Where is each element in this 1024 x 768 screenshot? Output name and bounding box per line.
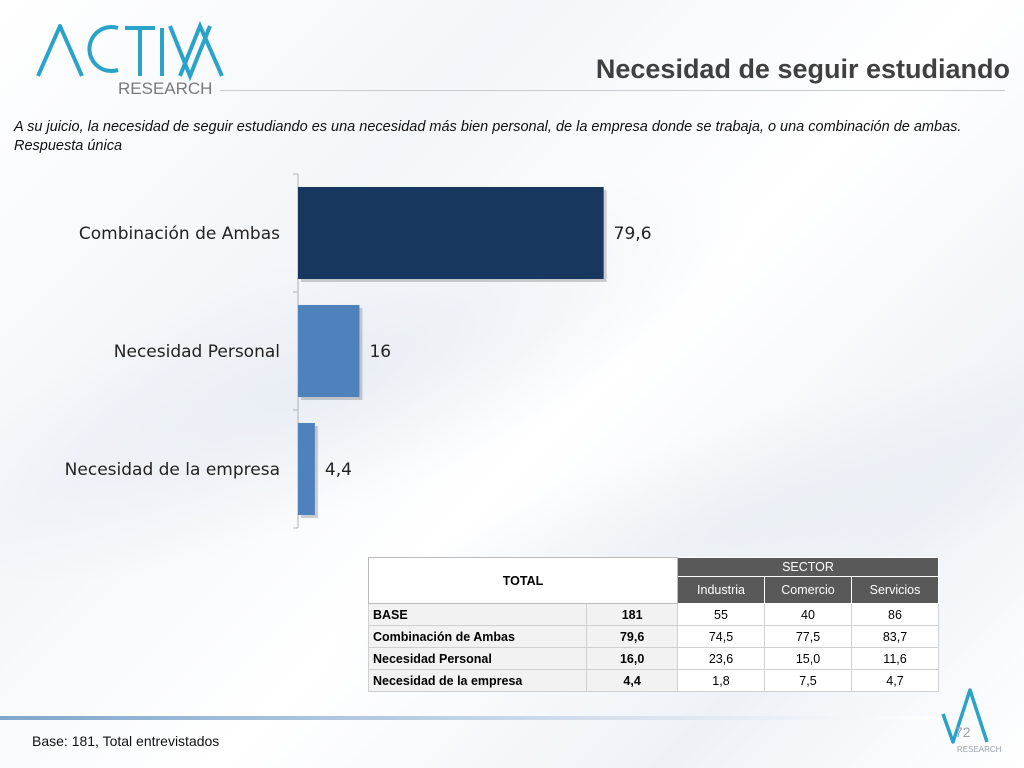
- data-label: 4,4: [325, 460, 352, 480]
- sector-table: TOTAL SECTOR Industria Comercio Servicio…: [367, 557, 939, 692]
- activa-research-logo: RESEARCH: [36, 20, 224, 98]
- cell-comercio: 7,5: [764, 669, 852, 692]
- table-row: Necesidad Personal 16,0 23,6 15,0 11,6: [367, 647, 939, 670]
- bar-chart: Combinación de Ambas 79,6 Necesidad Person…: [65, 173, 652, 529]
- cell-comercio: 77,5: [764, 625, 852, 648]
- row-total: 79,6: [586, 625, 678, 648]
- data-label: 16: [369, 342, 391, 362]
- cell-industria: 1,8: [677, 669, 765, 692]
- cell-servicios: 86: [851, 603, 939, 626]
- footer-divider: [0, 716, 940, 720]
- sector-header: SECTOR: [677, 557, 939, 577]
- cell-industria: 74,5: [677, 625, 765, 648]
- cell-industria: 55: [677, 603, 765, 626]
- bar: [298, 186, 604, 280]
- page-number: 72: [955, 724, 971, 740]
- page-title: Necesidad de seguir estudiando: [595, 54, 1010, 84]
- table-row: Necesidad de la empresa 4,4 1,8 7,5 4,7: [367, 669, 939, 692]
- cell-comercio: 15,0: [764, 647, 852, 670]
- bar: [298, 422, 315, 516]
- row-label: Combinación de Ambas: [367, 625, 588, 648]
- bar: [298, 304, 360, 398]
- column-header-servicios: Servicios: [851, 576, 939, 604]
- cell-industria: 23,6: [677, 647, 765, 670]
- cell-servicios: 83,7: [851, 625, 939, 648]
- cell-servicios: 11,6: [851, 647, 939, 670]
- logo-subtext: RESEARCH: [118, 79, 212, 98]
- row-label: Necesidad de la empresa: [367, 669, 588, 692]
- mini-logo-text: RESEARCH: [957, 745, 1002, 754]
- total-header: TOTAL: [368, 557, 678, 604]
- table-row: Combinación de Ambas 79,6 74,5 77,5 83,7: [367, 625, 939, 648]
- row-total: 16,0: [586, 647, 678, 670]
- activa-mini-logo: RESEARCH: [941, 688, 1002, 754]
- cell-comercio: 40: [764, 603, 852, 626]
- data-label: 79,6: [614, 224, 652, 244]
- cell-servicios: 4,7: [851, 669, 939, 692]
- column-header-industria: Industria: [677, 576, 765, 604]
- column-header-comercio: Comercio: [764, 576, 852, 604]
- title-divider: [220, 90, 1005, 91]
- row-total: 181: [586, 603, 678, 626]
- category-label: Necesidad Personal: [114, 342, 280, 362]
- question-text: A su juicio, la necesidad de seguir estu…: [14, 119, 962, 154]
- category-label: Combinación de Ambas: [79, 224, 280, 244]
- row-label: BASE: [367, 603, 588, 626]
- row-total: 4,4: [586, 669, 678, 692]
- row-label: Necesidad Personal: [367, 647, 588, 670]
- base-note: Base: 181, Total entrevistados: [32, 733, 220, 749]
- table-row: BASE 181 55 40 86: [367, 603, 939, 626]
- category-label: Necesidad de la empresa: [65, 460, 280, 480]
